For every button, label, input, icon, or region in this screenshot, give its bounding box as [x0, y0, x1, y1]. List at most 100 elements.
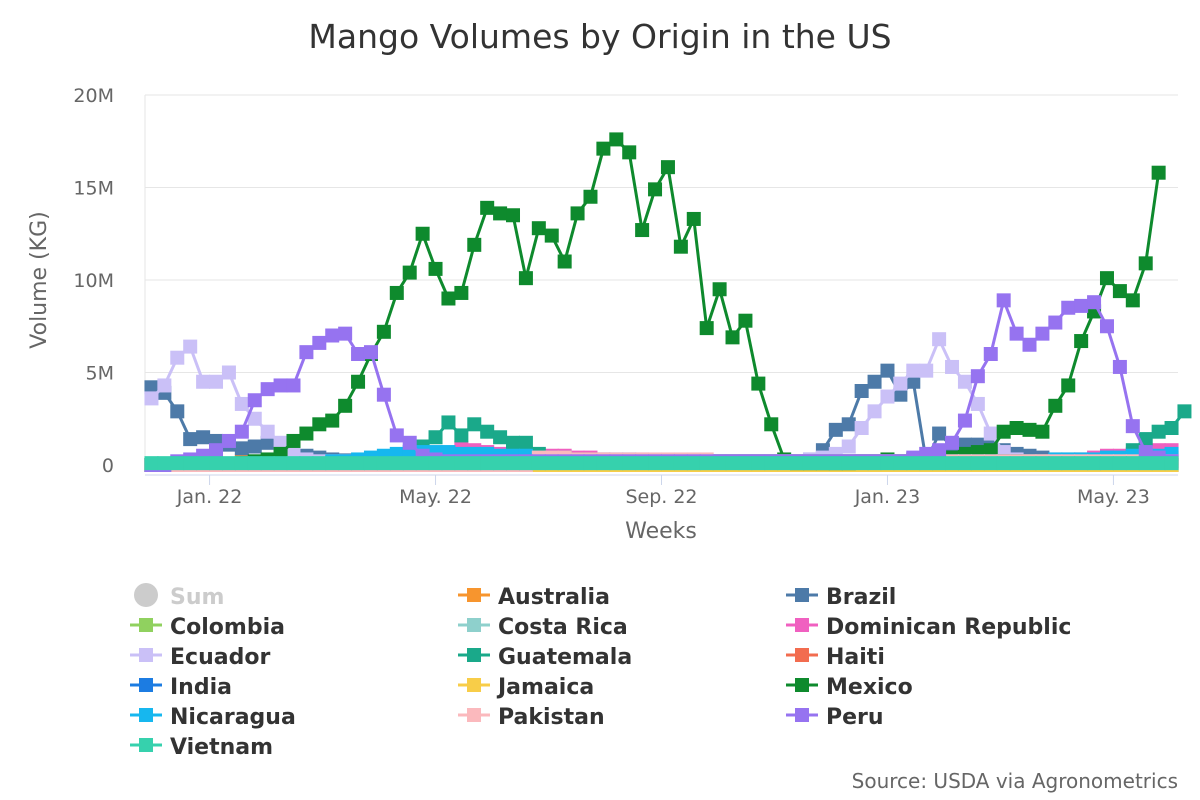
legend-label: Colombia — [170, 615, 285, 640]
data-point — [815, 456, 830, 471]
data-point — [1112, 359, 1127, 374]
data-point — [1164, 421, 1179, 435]
data-point — [376, 456, 391, 471]
legend-marker-symbol — [795, 708, 809, 722]
data-point — [609, 456, 624, 471]
legend-item-guatemala[interactable]: Guatemala — [458, 645, 632, 670]
data-point — [351, 456, 366, 471]
data-point — [635, 223, 650, 238]
data-point — [441, 291, 456, 306]
data-point — [1048, 398, 1063, 413]
x-axis-title: Weeks — [625, 519, 697, 544]
data-point — [932, 443, 947, 458]
legend-item-peru[interactable]: Peru — [786, 705, 884, 730]
data-point — [273, 456, 288, 471]
data-point — [338, 326, 353, 341]
chart-credit: Source: USDA via Agronometrics — [852, 769, 1178, 793]
data-point — [893, 387, 908, 402]
data-point — [480, 424, 495, 439]
y-axis-title: Volume (KG) — [27, 211, 52, 348]
data-point — [764, 456, 779, 471]
legend-item-vietnam[interactable]: Vietnam — [130, 735, 273, 760]
legend-marker-symbol — [467, 648, 481, 662]
legend-marker-symbol — [795, 618, 809, 632]
legend-item-sum[interactable]: Sum — [134, 583, 224, 610]
data-point — [906, 456, 921, 471]
data-point — [247, 439, 262, 454]
data-point — [854, 384, 869, 398]
data-point — [183, 339, 198, 354]
y-tick-label: 0 — [102, 455, 114, 477]
chart-title: Mango Volumes by Origin in the US — [308, 17, 891, 56]
data-point — [260, 435, 275, 450]
data-point — [699, 321, 714, 336]
data-point — [170, 404, 185, 419]
legend-item-costa-rica[interactable]: Costa Rica — [458, 615, 628, 640]
data-point — [945, 435, 960, 450]
data-point — [828, 456, 843, 471]
data-point — [260, 424, 275, 439]
data-point — [531, 221, 546, 236]
data-point — [144, 456, 159, 471]
data-point — [1099, 319, 1114, 334]
data-point — [183, 456, 198, 471]
data-point — [415, 226, 430, 241]
legend-item-dominican-republic[interactable]: Dominican Republic — [786, 615, 1071, 640]
data-point — [247, 411, 262, 426]
data-point — [1035, 456, 1050, 471]
data-point — [363, 345, 378, 360]
data-point — [441, 456, 456, 471]
legend-label: Sum — [170, 585, 224, 610]
legend-label: Mexico — [826, 675, 913, 700]
legend-label: Vietnam — [170, 735, 273, 760]
data-point — [854, 421, 869, 435]
data-point — [518, 456, 533, 471]
data-point — [841, 417, 856, 432]
data-point — [712, 456, 727, 471]
legend-item-brazil[interactable]: Brazil — [786, 585, 896, 610]
data-point — [957, 456, 972, 471]
legend-item-australia[interactable]: Australia — [458, 585, 610, 610]
data-point — [157, 456, 172, 471]
data-point — [1061, 300, 1076, 315]
legend-item-mexico[interactable]: Mexico — [786, 675, 913, 700]
legend-item-india[interactable]: India — [130, 675, 232, 700]
data-point — [299, 345, 314, 360]
data-point — [970, 369, 985, 384]
legend-item-colombia[interactable]: Colombia — [130, 615, 285, 640]
data-point — [764, 417, 779, 432]
data-point — [544, 228, 559, 243]
legend-item-pakistan[interactable]: Pakistan — [458, 705, 605, 730]
x-tick-label: Sep. 22 — [625, 486, 697, 508]
data-point — [273, 435, 288, 450]
data-point — [209, 374, 224, 389]
data-point — [635, 456, 650, 471]
data-point — [919, 456, 934, 471]
legend-item-nicaragua[interactable]: Nicaragua — [130, 705, 296, 730]
data-point — [945, 359, 960, 374]
legend-item-haiti[interactable]: Haiti — [786, 645, 885, 670]
data-point — [854, 456, 869, 471]
data-point — [557, 456, 572, 471]
legend-label: Australia — [498, 585, 610, 610]
data-point — [467, 456, 482, 471]
legend-label: Jamaica — [496, 675, 594, 700]
data-point — [506, 456, 521, 471]
data-point — [454, 428, 469, 443]
data-point — [699, 456, 714, 471]
data-point — [893, 376, 908, 391]
legend-marker-symbol — [139, 738, 153, 752]
data-point — [583, 189, 598, 204]
legend-item-ecuador[interactable]: Ecuador — [130, 645, 270, 670]
data-point — [221, 365, 236, 380]
data-point — [932, 456, 947, 471]
data-point — [531, 456, 546, 471]
legend-item-jamaica[interactable]: Jamaica — [458, 675, 594, 700]
y-tick-label: 20M — [73, 85, 114, 107]
data-point — [751, 376, 766, 391]
data-point — [1112, 456, 1127, 471]
data-point — [1112, 284, 1127, 299]
data-point — [196, 374, 211, 389]
data-point — [144, 391, 159, 406]
data-point — [1087, 295, 1102, 310]
